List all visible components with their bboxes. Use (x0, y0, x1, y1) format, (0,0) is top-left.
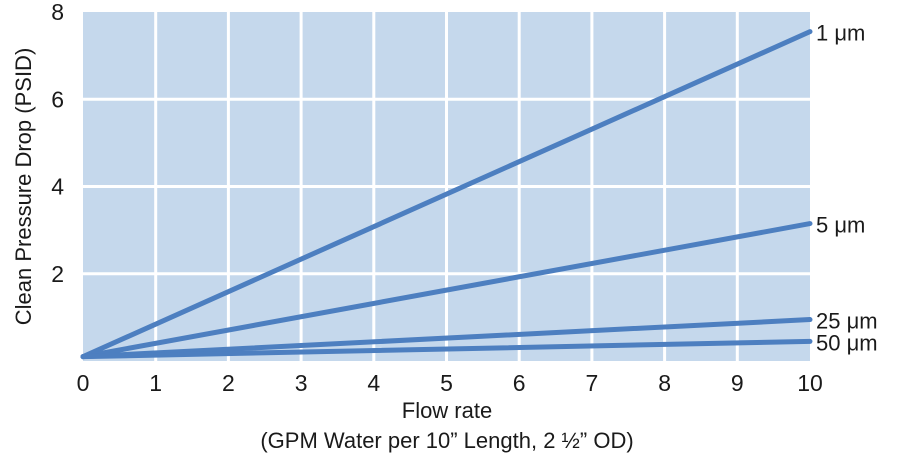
x-tick-label: 7 (586, 370, 599, 396)
y-axis-title: Clean Pressure Drop (PSID) (11, 48, 36, 326)
series-label: 25 μm (816, 309, 878, 334)
series-lines (80, 29, 813, 360)
x-tick-label: 0 (77, 370, 90, 396)
y-tick-label: 6 (51, 86, 64, 112)
grid-lines (83, 12, 810, 361)
x-tick-label: 4 (367, 370, 380, 396)
x-axis-subtitle: (GPM Water per 10” Length, 2 ½” OD) (260, 428, 633, 453)
series-line (80, 317, 813, 360)
series-line (80, 338, 813, 360)
series-label: 50 μm (816, 330, 878, 355)
x-tick-label: 1 (149, 370, 162, 396)
x-tick-label: 2 (222, 370, 235, 396)
x-tick-label: 3 (295, 370, 308, 396)
x-tick-label: 9 (731, 370, 744, 396)
x-axis-ticks: 0 1 2 3 4 5 6 7 8 9 10 (77, 370, 823, 396)
x-tick-label: 5 (440, 370, 453, 396)
series-line (80, 29, 813, 360)
x-tick-label: 10 (797, 370, 823, 396)
series-label: 5 μm (816, 213, 865, 238)
y-axis-ticks: 2 4 6 8 (51, 0, 64, 287)
x-tick-label: 6 (513, 370, 526, 396)
y-tick-label: 4 (51, 174, 64, 200)
x-axis-title: Flow rate (402, 398, 492, 423)
y-tick-label: 8 (51, 0, 64, 25)
x-tick-label: 8 (658, 370, 671, 396)
series-line (80, 221, 813, 360)
y-tick-label: 2 (51, 261, 64, 287)
series-label: 1 μm (816, 21, 865, 46)
